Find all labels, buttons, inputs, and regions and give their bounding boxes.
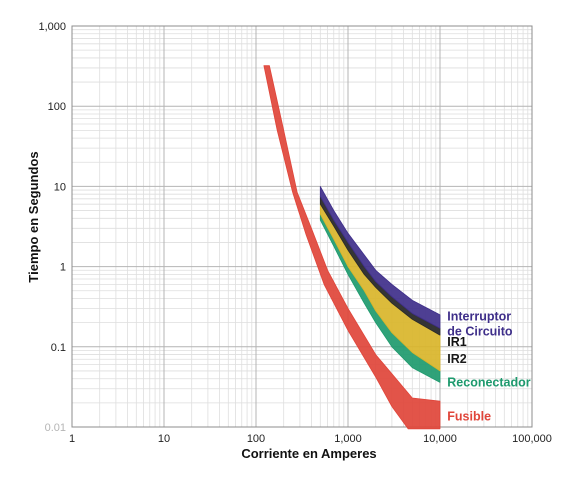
y-tick-label: 10 xyxy=(54,181,66,193)
x-axis-label: Corriente en Amperes xyxy=(241,446,376,461)
x-tick-label: 100,000 xyxy=(512,433,552,445)
y-tick-label: 1 xyxy=(60,262,66,274)
band-fusible xyxy=(263,65,441,430)
x-tick-label: 100 xyxy=(247,433,265,445)
x-tick-label: 10,000 xyxy=(423,433,457,445)
x-tick-label: 1 xyxy=(69,433,75,445)
label-ir1: IR1 xyxy=(447,335,467,349)
y-axis-label: Tiempo en Segundos xyxy=(26,151,41,282)
band-interruptor-de-circuito xyxy=(319,185,441,329)
plot-area xyxy=(72,26,532,427)
tick-labels: 1 10 100 1,000 10,000 100,000 0.01 0.1 1 10 100 1,0… xyxy=(38,21,551,445)
label-reconectador: Reconectador xyxy=(447,375,530,389)
label-interruptor-de-circuito: de Circuito xyxy=(447,324,513,338)
y-tick-label: 0.01 xyxy=(45,422,66,434)
curve-bands xyxy=(263,65,441,430)
x-tick-label: 1,000 xyxy=(334,433,362,445)
label-fusible: Fusible xyxy=(447,410,491,424)
grid xyxy=(71,25,533,428)
x-tick-label: 10 xyxy=(158,433,170,445)
label-ir2: IR2 xyxy=(447,352,467,366)
y-tick-label: 0.1 xyxy=(51,342,66,354)
plot-border xyxy=(71,25,533,428)
y-tick-label: 1,000 xyxy=(38,21,66,33)
y-tick-label: 100 xyxy=(48,101,66,113)
label-interruptor-de-circuito: Interruptor xyxy=(447,309,511,323)
